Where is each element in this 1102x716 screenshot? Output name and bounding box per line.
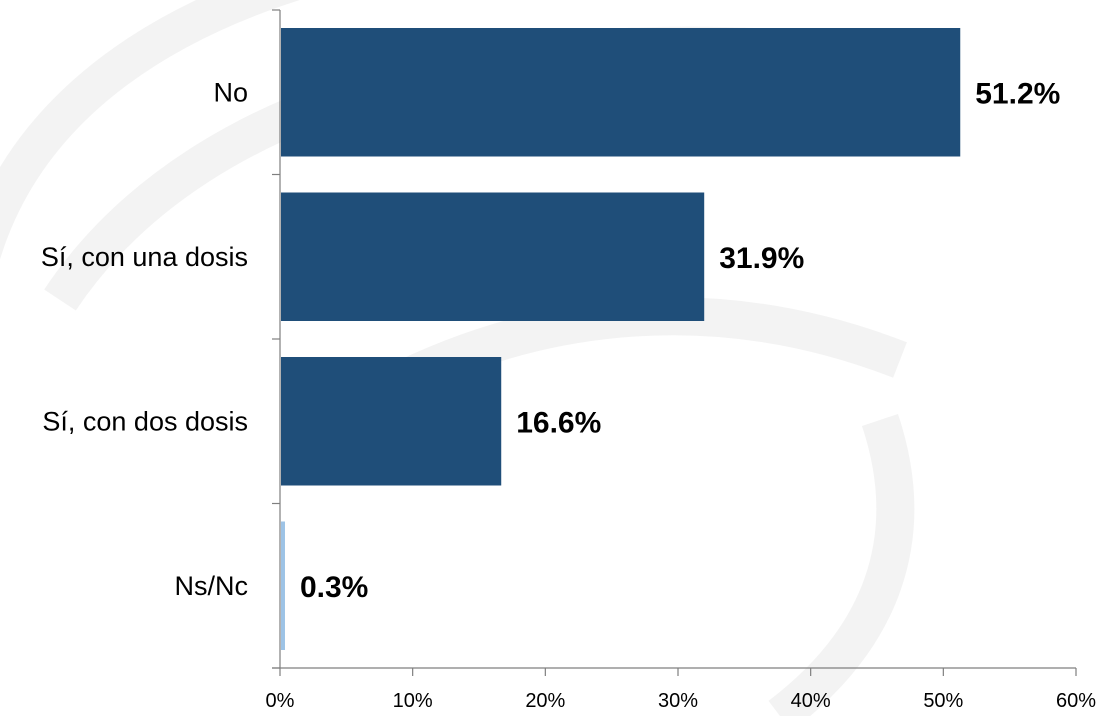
x-tick-label-3: 30% — [658, 690, 698, 712]
x-tick-label-2: 20% — [525, 690, 565, 712]
bars-group — [281, 28, 961, 650]
x-tick-label-5: 50% — [923, 690, 963, 712]
category-label-0: No — [213, 77, 248, 107]
x-tick-label-6: 60% — [1056, 690, 1096, 712]
bar-3 — [281, 521, 285, 650]
x-tick-label-4: 40% — [791, 690, 831, 712]
value-label-1: 31.9% — [719, 242, 804, 275]
bar-0 — [281, 28, 961, 157]
value-label-3: 0.3% — [300, 571, 368, 604]
category-label-1: Sí, con una dosis — [41, 242, 248, 272]
category-label-2: Sí, con dos dosis — [42, 406, 248, 436]
value-label-2: 16.6% — [516, 406, 601, 439]
x-tick-label-1: 10% — [393, 690, 433, 712]
bar-2 — [281, 357, 502, 486]
value-label-0: 51.2% — [975, 77, 1060, 110]
x-tick-labels: 0% 10% 20% 30% 40% 50% 60% — [266, 690, 1097, 712]
axes-group — [272, 9, 1077, 676]
bar-1 — [281, 192, 705, 321]
category-labels: No Sí, con una dosis Sí, con dos dosis Ns/N… — [41, 77, 248, 601]
category-label-3: Ns/Nc — [175, 571, 249, 601]
value-labels: 51.2% 31.9% 16.6% 0.3% — [300, 77, 1060, 604]
x-tick-label-0: 0% — [266, 690, 295, 712]
